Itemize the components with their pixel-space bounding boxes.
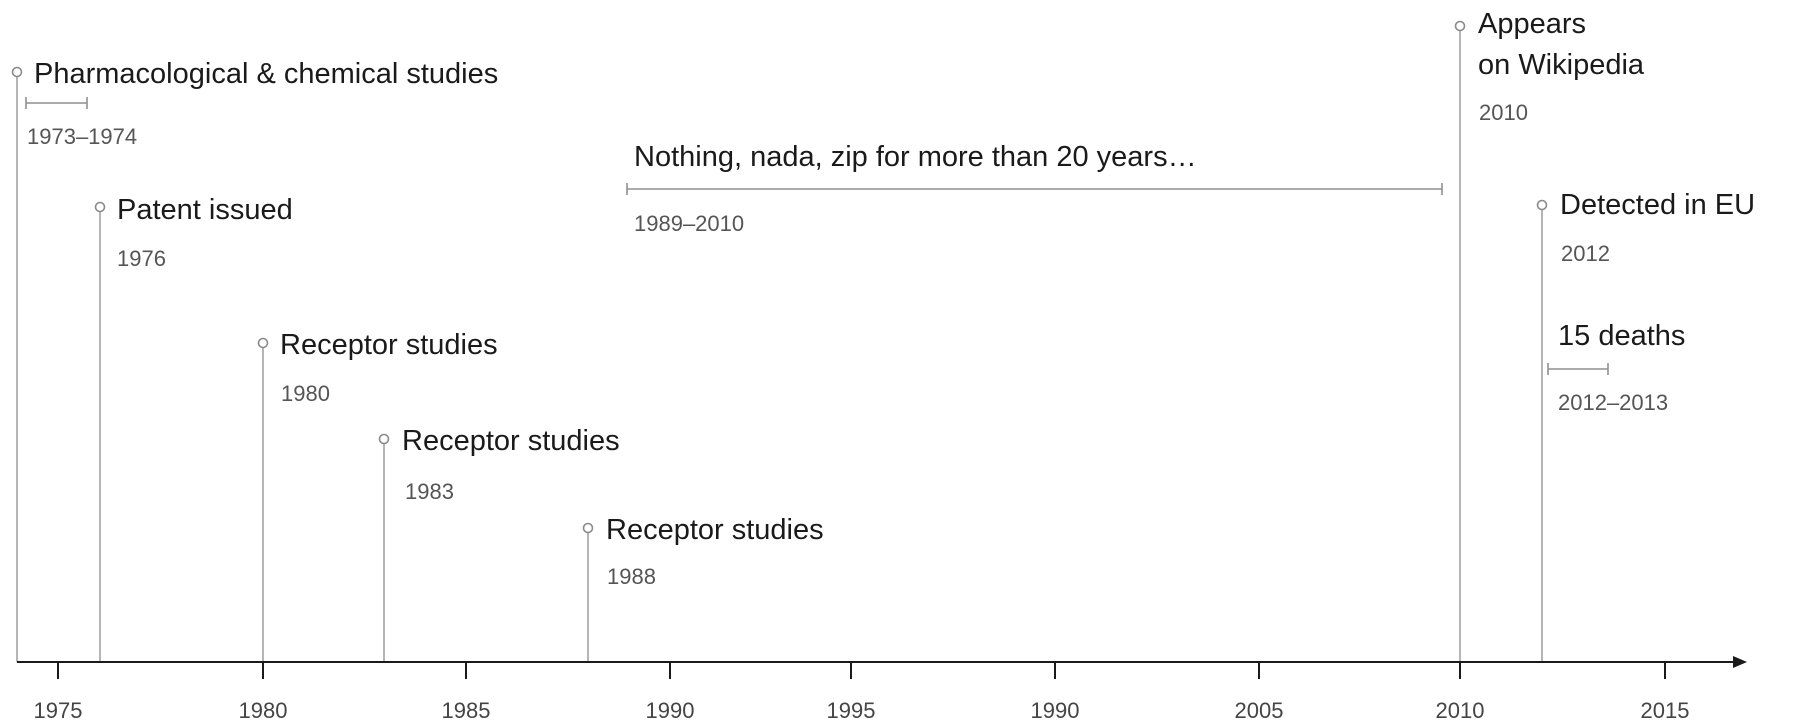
dot-pharmacological bbox=[11, 66, 23, 78]
event-title-pharmacological: Pharmacological & chemical studies bbox=[34, 58, 498, 90]
event-date-patent: 1976 bbox=[117, 246, 166, 271]
tick-label-1990: 1990 bbox=[646, 698, 695, 721]
dot-detected-eu bbox=[1536, 199, 1548, 211]
tick-label-2015: 2015 bbox=[1641, 698, 1690, 721]
event-date-receptor-1980: 1980 bbox=[281, 381, 330, 406]
event-title-receptor-1980: Receptor studies bbox=[280, 329, 498, 361]
event-title-receptor-1983: Receptor studies bbox=[402, 425, 620, 457]
axis-arrowhead bbox=[1733, 656, 1747, 668]
tick-label-1980: 1980 bbox=[239, 698, 288, 721]
event-title-detected-eu: Detected in EU bbox=[1560, 189, 1755, 221]
tick-label-2010: 2010 bbox=[1436, 698, 1485, 721]
range-nothing bbox=[626, 183, 1443, 195]
tick-label-2000: 1990 bbox=[1031, 698, 1080, 721]
event-date-wikipedia: 2010 bbox=[1479, 100, 1528, 125]
span-title-deaths: 15 deaths bbox=[1558, 320, 1685, 352]
event-title-wikipedia-line-1: Appears bbox=[1478, 8, 1586, 40]
span-date-deaths: 2012–2013 bbox=[1558, 390, 1668, 415]
dot-receptor-1980 bbox=[257, 337, 269, 349]
range-deaths bbox=[1547, 363, 1609, 375]
event-title-wikipedia-line-2: on Wikipedia bbox=[1478, 49, 1645, 81]
tick-label-2005: 2005 bbox=[1235, 698, 1284, 721]
dot-receptor-1983 bbox=[378, 433, 390, 445]
dot-receptor-1988 bbox=[582, 522, 594, 534]
event-date-receptor-1988: 1988 bbox=[607, 564, 656, 589]
range-pharmacological bbox=[25, 97, 88, 109]
event-title-patent: Patent issued bbox=[117, 194, 293, 226]
event-date-receptor-1983: 1983 bbox=[405, 479, 454, 504]
dot-patent bbox=[94, 201, 106, 213]
dot-wikipedia bbox=[1454, 20, 1466, 32]
event-date-pharmacological: 1973–1974 bbox=[27, 124, 137, 149]
event-title-wikipedia: Appears on Wikipedia bbox=[1478, 8, 1645, 81]
tick-label-1985: 1985 bbox=[442, 698, 491, 721]
span-title-nothing: Nothing, nada, zip for more than 20 year… bbox=[634, 141, 1197, 173]
span-date-nothing: 1989–2010 bbox=[634, 211, 744, 236]
tick-label-1995: 1995 bbox=[827, 698, 876, 721]
event-title-receptor-1988: Receptor studies bbox=[606, 514, 824, 546]
event-date-detected-eu: 2012 bbox=[1561, 241, 1610, 266]
tick-label-1975: 1975 bbox=[34, 698, 83, 721]
